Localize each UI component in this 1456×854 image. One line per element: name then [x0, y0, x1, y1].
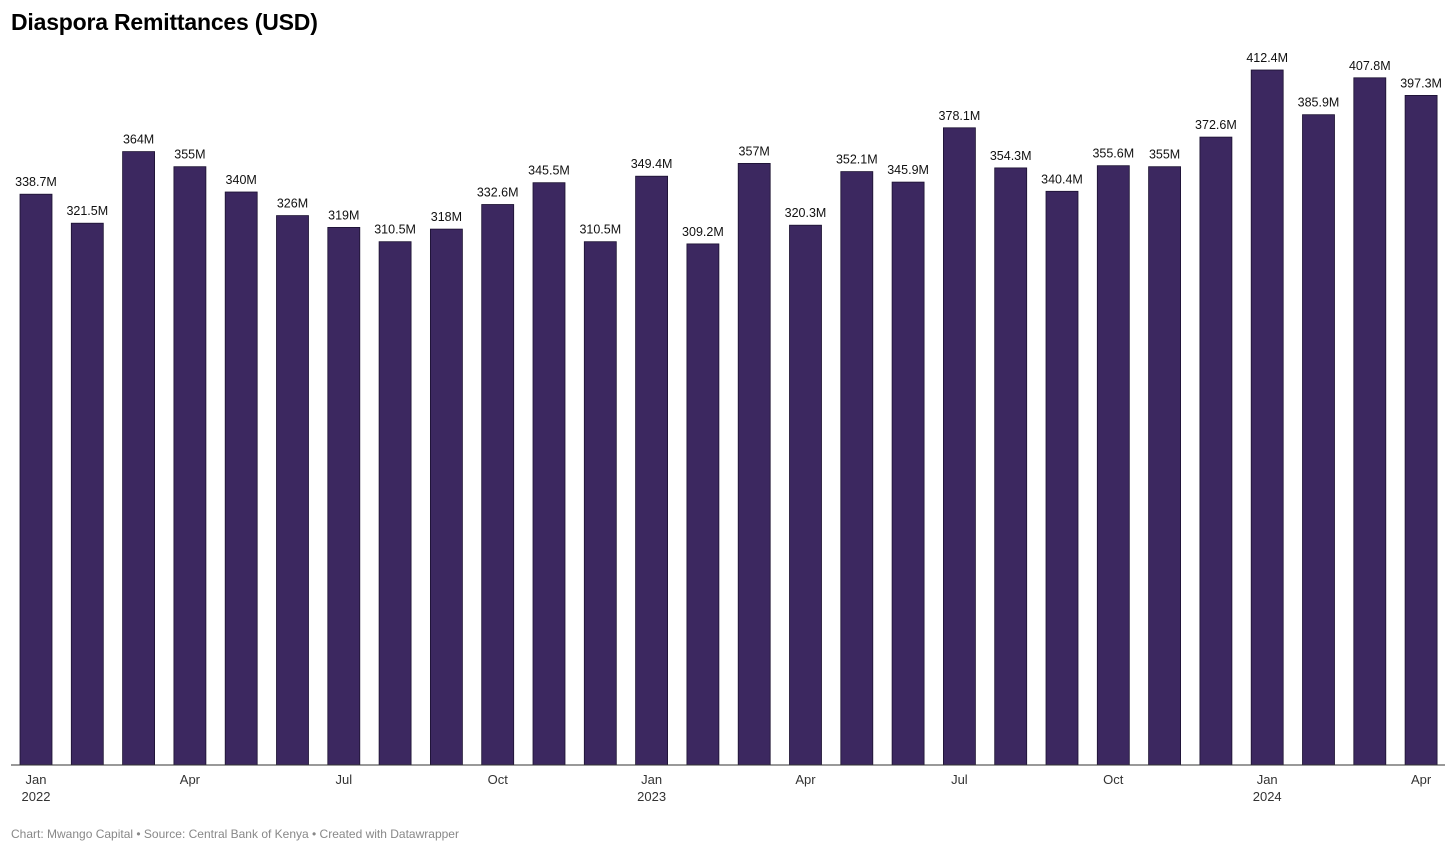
value-label: 345.9M: [887, 163, 929, 177]
x-tick-label: Jan: [26, 772, 47, 787]
bars-layer: [19, 69, 1438, 766]
value-label: 338.7M: [15, 175, 57, 189]
bar-apr-2024: [1404, 95, 1438, 766]
value-label: 352.1M: [836, 153, 878, 167]
value-label: 412.4M: [1246, 51, 1288, 65]
bar-mar-2022: [122, 151, 155, 766]
bar-jan-2023: [635, 175, 668, 766]
bar-jun-2022: [276, 215, 309, 766]
value-label: 372.6M: [1195, 118, 1237, 132]
bar-feb-2022: [70, 222, 104, 766]
bar-may-2023: [840, 171, 874, 766]
x-tick-label: Jul: [335, 772, 352, 787]
value-label: 355M: [174, 148, 205, 162]
bar-nov-2023: [1148, 166, 1181, 766]
value-label: 364M: [123, 133, 154, 147]
x-tick-year-label: 2024: [1253, 789, 1282, 804]
bar-oct-2022: [481, 204, 515, 766]
value-label: 354.3M: [990, 149, 1032, 163]
value-label: 310.5M: [374, 223, 416, 237]
bar-jun-2023: [891, 181, 925, 766]
bar-jan-2024: [1250, 69, 1284, 766]
bar-apr-2023: [789, 224, 822, 766]
value-label: 320.3M: [785, 206, 827, 220]
value-label: 355M: [1149, 148, 1180, 162]
x-tick-label: Jul: [951, 772, 968, 787]
bar-may-2022: [224, 191, 258, 766]
value-label: 332.6M: [477, 186, 519, 200]
value-label: 319M: [328, 208, 359, 222]
x-tick-label: Apr: [180, 772, 201, 787]
value-label: 378.1M: [939, 109, 981, 123]
bar-aug-2023: [994, 167, 1028, 766]
value-label: 340M: [226, 173, 257, 187]
x-axis-ticks: Jan 2022 Apr Jul Oct Jan 2023 Apr Jul Oct Jan 2024 A…: [22, 772, 1432, 804]
bar-sep-2022: [429, 228, 463, 766]
bar-jul-2022: [327, 226, 361, 766]
chart-title: Diaspora Remittances (USD): [11, 9, 318, 35]
value-label: 309.2M: [682, 225, 724, 239]
x-tick-label: Apr: [1411, 772, 1432, 787]
value-label: 397.3M: [1400, 76, 1442, 90]
x-tick-label: Oct: [488, 772, 509, 787]
value-label: 321.5M: [66, 204, 108, 218]
value-label: 349.4M: [631, 157, 673, 171]
bar-feb-2023: [686, 243, 720, 766]
value-label: 318M: [431, 210, 462, 224]
value-label: 326M: [277, 197, 308, 211]
bar-nov-2022: [532, 182, 566, 766]
bar-dec-2022: [583, 241, 617, 766]
bar-aug-2022: [378, 241, 412, 766]
x-tick-year-label: 2023: [637, 789, 666, 804]
x-tick-label: Jan: [1257, 772, 1278, 787]
value-label: 340.4M: [1041, 172, 1083, 186]
bar-oct-2023: [1096, 165, 1130, 766]
value-label: 310.5M: [579, 223, 621, 237]
bar-apr-2022: [173, 166, 207, 766]
bar-feb-2024: [1302, 114, 1335, 766]
bar-mar-2024: [1353, 77, 1387, 766]
x-tick-label: Jan: [641, 772, 662, 787]
chart-footer: Chart: Mwango Capital • Source: Central …: [11, 827, 459, 841]
bar-mar-2023: [737, 162, 771, 766]
value-label: 357M: [739, 144, 770, 158]
x-tick-label: Apr: [795, 772, 816, 787]
bar-jan-2022: [19, 193, 53, 766]
value-labels-layer: 338.7M 321.5M 364M 355M 340M 326M 319M 310.5M 31…: [15, 51, 1442, 239]
bar-jul-2023: [943, 127, 976, 766]
x-tick-year-label: 2022: [22, 789, 51, 804]
bar-dec-2023: [1199, 136, 1233, 766]
value-label: 345.5M: [528, 164, 570, 178]
bar-sep-2023: [1045, 190, 1079, 766]
value-label: 355.6M: [1092, 147, 1134, 161]
value-label: 407.8M: [1349, 59, 1391, 73]
value-label: 385.9M: [1298, 96, 1340, 110]
x-tick-label: Oct: [1103, 772, 1124, 787]
